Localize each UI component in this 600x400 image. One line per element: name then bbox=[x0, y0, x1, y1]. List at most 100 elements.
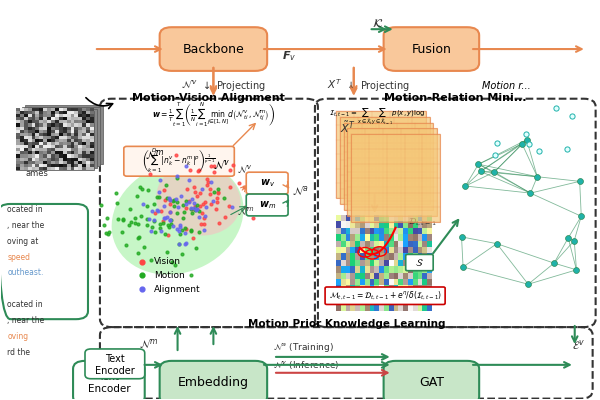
Point bbox=[200, 220, 209, 227]
Point bbox=[187, 206, 196, 213]
Point bbox=[149, 200, 159, 207]
Point bbox=[197, 210, 207, 216]
Point bbox=[147, 208, 157, 214]
Point bbox=[186, 272, 196, 278]
Text: Motion Prior Knowledge Learning: Motion Prior Knowledge Learning bbox=[248, 319, 445, 329]
Bar bbox=[340, 116, 430, 204]
Point bbox=[167, 259, 176, 265]
Point bbox=[534, 148, 544, 154]
Point bbox=[171, 152, 181, 158]
Point bbox=[146, 228, 156, 234]
Point bbox=[168, 222, 178, 229]
Point bbox=[549, 260, 559, 266]
Text: , near the: , near the bbox=[7, 221, 44, 230]
FancyBboxPatch shape bbox=[124, 146, 235, 176]
Point bbox=[175, 240, 184, 247]
Point bbox=[209, 189, 218, 195]
Text: $\mathcal{N}^m$: $\mathcal{N}^m$ bbox=[237, 206, 255, 218]
Point bbox=[121, 242, 130, 248]
Point bbox=[225, 183, 235, 190]
Point bbox=[145, 171, 155, 178]
Text: Backbone: Backbone bbox=[182, 42, 244, 56]
Text: $\mathcal{M}_{t,t-1} = \mathcal{D}_{t,t-1} + e^\eta/\delta(\mathcal{I}_{t,t-1})$: $\mathcal{M}_{t,t-1} = \mathcal{D}_{t,t-… bbox=[329, 290, 442, 302]
Point bbox=[214, 186, 223, 193]
Point bbox=[476, 168, 485, 175]
FancyBboxPatch shape bbox=[246, 172, 288, 194]
Point bbox=[118, 217, 128, 224]
Text: Vision: Vision bbox=[154, 257, 181, 266]
Point bbox=[200, 212, 209, 219]
Point bbox=[190, 205, 199, 212]
Point bbox=[181, 204, 190, 211]
Point bbox=[491, 152, 500, 159]
Point bbox=[154, 194, 164, 200]
Text: Text
Encoder: Text Encoder bbox=[88, 372, 130, 394]
Text: $\boldsymbol{w}_m$: $\boldsymbol{w}_m$ bbox=[259, 199, 276, 211]
Point bbox=[162, 195, 172, 202]
Point bbox=[138, 201, 148, 208]
Text: $\boldsymbol{w} = \frac{1}{T}\sum_{t=1}^{T}\left(\frac{1}{N}\sum_{i=1}^{N}\min_{: $\boldsymbol{w} = \frac{1}{T}\sum_{t=1}^… bbox=[152, 100, 275, 129]
Point bbox=[173, 175, 182, 182]
Point bbox=[117, 229, 127, 235]
Point bbox=[206, 163, 215, 169]
Point bbox=[136, 184, 145, 190]
Point bbox=[165, 196, 175, 203]
Point bbox=[157, 208, 166, 214]
Point bbox=[142, 202, 152, 209]
Point bbox=[182, 163, 191, 169]
Point bbox=[164, 222, 173, 228]
Point bbox=[134, 234, 143, 240]
Point bbox=[137, 258, 146, 265]
Point bbox=[185, 176, 194, 183]
Point bbox=[126, 219, 136, 226]
Point bbox=[202, 176, 212, 182]
Point bbox=[170, 262, 180, 268]
Point bbox=[158, 218, 167, 224]
Point bbox=[160, 231, 170, 237]
Text: ames: ames bbox=[25, 169, 48, 178]
Text: $\boldsymbol{F}_v$: $\boldsymbol{F}_v$ bbox=[282, 49, 296, 63]
Point bbox=[166, 196, 175, 203]
Point bbox=[175, 224, 184, 230]
Point bbox=[242, 204, 251, 210]
Point bbox=[162, 249, 172, 255]
Point bbox=[149, 218, 159, 224]
Point bbox=[149, 217, 158, 224]
Point bbox=[181, 198, 191, 204]
Point bbox=[199, 201, 208, 207]
Point bbox=[118, 216, 128, 222]
Point bbox=[147, 224, 157, 231]
Point bbox=[526, 190, 535, 196]
Point bbox=[577, 213, 586, 220]
Text: $\mathcal{N}^m$: $\mathcal{N}^m$ bbox=[139, 338, 158, 351]
Point bbox=[179, 214, 188, 221]
Point bbox=[212, 205, 221, 212]
Text: $\left(\sum_{k=1}^{D}|n_k^v - n_k^m|^p\right)^{\frac{1}{p-1}}$: $\left(\sum_{k=1}^{D}|n_k^v - n_k^m|^p\r… bbox=[142, 147, 216, 176]
Text: $\mathcal{N}^a$ (Training): $\mathcal{N}^a$ (Training) bbox=[273, 341, 334, 354]
Bar bbox=[25, 105, 103, 164]
Point bbox=[97, 202, 106, 209]
Text: $X^T$: $X^T$ bbox=[327, 77, 342, 91]
Point bbox=[104, 229, 114, 236]
Text: $\mathcal{N}^a$: $\mathcal{N}^a$ bbox=[292, 185, 309, 198]
Point bbox=[113, 216, 123, 222]
Point bbox=[181, 240, 191, 246]
Point bbox=[492, 240, 502, 247]
Text: $\tilde{X}^T$: $\tilde{X}^T$ bbox=[340, 119, 355, 134]
FancyBboxPatch shape bbox=[85, 349, 145, 379]
Point bbox=[124, 222, 134, 228]
Point bbox=[164, 224, 174, 230]
Point bbox=[458, 264, 468, 270]
Point bbox=[165, 217, 175, 224]
FancyBboxPatch shape bbox=[160, 361, 267, 400]
Text: oving: oving bbox=[7, 332, 28, 341]
FancyBboxPatch shape bbox=[383, 361, 479, 400]
Text: $\mathcal{N}^v$: $\mathcal{N}^v$ bbox=[214, 159, 231, 172]
Point bbox=[196, 202, 205, 209]
Point bbox=[162, 214, 172, 220]
Point bbox=[517, 141, 527, 147]
Point bbox=[101, 230, 110, 237]
Point bbox=[194, 214, 204, 220]
Point bbox=[177, 227, 187, 233]
Point bbox=[152, 206, 161, 213]
